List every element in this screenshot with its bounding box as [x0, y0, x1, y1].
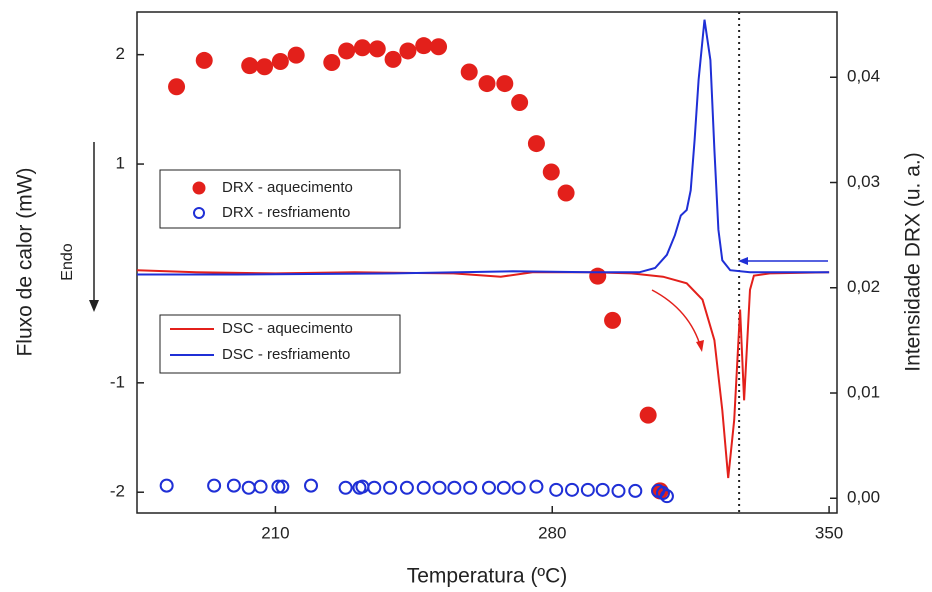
x-tick-label: 350	[815, 523, 843, 542]
drx-point	[639, 406, 657, 424]
drx-point	[168, 78, 186, 96]
legend-marker	[192, 181, 206, 195]
heating-arrow-head	[696, 340, 704, 352]
drx-point	[367, 480, 382, 495]
drx-point	[463, 480, 478, 495]
drx-point	[460, 63, 478, 81]
y2-tick-label: 0,00	[847, 488, 880, 507]
drx-point	[580, 482, 595, 497]
drx-point	[628, 483, 643, 498]
drx-point	[275, 479, 290, 494]
x-tick-label: 280	[538, 523, 566, 542]
drx-point	[496, 75, 514, 93]
drx-point	[542, 163, 560, 181]
drx-point	[416, 480, 431, 495]
drx-point	[557, 184, 575, 202]
drx-point	[478, 75, 496, 93]
drx-point	[207, 478, 222, 493]
drx-point	[611, 483, 626, 498]
drx-point	[241, 57, 259, 75]
drx-point	[604, 311, 622, 329]
drx-point	[529, 479, 544, 494]
y-tick-label: -2	[110, 482, 125, 501]
drx-point	[399, 480, 414, 495]
drx-point	[415, 37, 433, 55]
dsc-line	[136, 269, 830, 479]
drx-point	[511, 94, 529, 112]
drx-point	[595, 482, 610, 497]
y-tick-label: 1	[116, 154, 125, 173]
drx-point	[511, 480, 526, 495]
drx-point	[271, 479, 286, 494]
drx-point	[481, 480, 496, 495]
x-tick-label: 210	[261, 523, 289, 542]
plot-frame	[136, 11, 838, 514]
drx-point	[287, 46, 305, 64]
drx-point	[253, 479, 268, 494]
drx-point	[241, 480, 256, 495]
drx-point	[447, 480, 462, 495]
drx-point	[256, 58, 274, 76]
drx-point	[527, 135, 545, 153]
drx-point	[338, 42, 356, 60]
legend-label: DRX - resfriamento	[222, 204, 350, 221]
y2-tick-label: 0,03	[847, 172, 880, 191]
legend-label: DSC - resfriamento	[222, 346, 350, 363]
drx-point	[368, 40, 386, 58]
y2-tick-label: 0,04	[847, 67, 880, 86]
drx-point	[323, 54, 341, 72]
endo-annotation: Endo	[59, 243, 76, 280]
drx-point	[589, 267, 607, 285]
drx-point	[353, 39, 371, 57]
y-tick-label: -1	[110, 372, 125, 391]
drx-point	[383, 480, 398, 495]
drx-point	[338, 480, 353, 495]
drx-point	[304, 478, 319, 493]
drx-point	[565, 482, 580, 497]
legend-box	[159, 314, 401, 374]
drx-point	[271, 52, 289, 70]
drx-point	[430, 38, 448, 56]
endo-arrow-head	[89, 300, 99, 312]
cooling-arrow-head	[738, 257, 748, 265]
drx-point	[549, 482, 564, 497]
drx-point	[195, 51, 213, 69]
y2-tick-label: 0,01	[847, 382, 880, 401]
legend-label: DSC - aquecimento	[222, 320, 353, 337]
drx-point	[226, 478, 241, 493]
legend-marker	[193, 207, 205, 219]
drx-point	[659, 489, 674, 504]
y-axis-label: Fluxo de calor (mW)	[14, 167, 37, 356]
y-tick-label: 2	[116, 44, 125, 63]
drx-point	[399, 42, 417, 60]
y2-axis-label: Intensidade DRX (u. a.)	[902, 152, 925, 371]
dsc-line	[137, 19, 830, 276]
legend-label: DRX - aquecimento	[222, 179, 353, 196]
drx-point	[159, 478, 174, 493]
drx-point	[496, 480, 511, 495]
heating-arrow	[651, 289, 702, 349]
drx-point	[384, 50, 402, 68]
y2-tick-label: 0,02	[847, 277, 880, 296]
drx-point	[655, 486, 670, 501]
x-axis-label: Temperatura (ºC)	[407, 565, 568, 588]
drx-point	[432, 480, 447, 495]
